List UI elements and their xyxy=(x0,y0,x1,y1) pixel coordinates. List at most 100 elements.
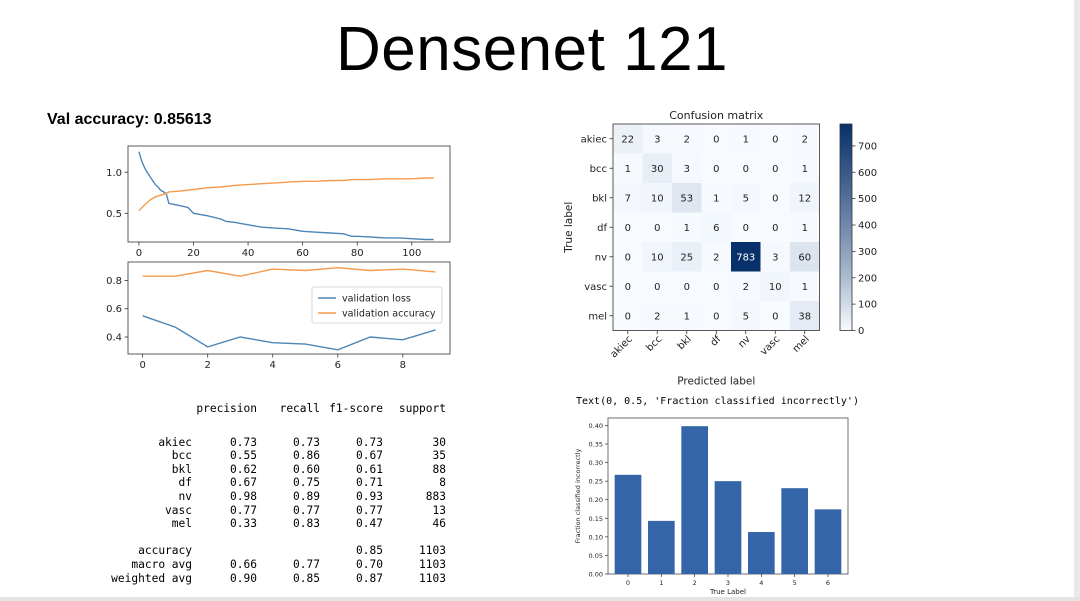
matrix-cell-value: 53 xyxy=(680,193,693,204)
report-cell: 0.61 xyxy=(356,462,383,476)
matrix-cell-value: 0 xyxy=(713,164,719,175)
chart-title: Confusion matrix xyxy=(669,109,764,122)
x-tick-label: 0 xyxy=(139,360,145,371)
y-tick-label: 0.00 xyxy=(589,571,603,579)
report-cell: 88 xyxy=(432,462,446,476)
colorbar-tick-label: 300 xyxy=(858,247,877,258)
matrix-cell-value: 1 xyxy=(743,134,749,145)
bar-3 xyxy=(714,481,742,574)
classification-report: precision recall f1-score support akiec 0… xyxy=(104,402,446,585)
x-tick-label: akiec xyxy=(608,334,634,360)
x-tick-label: 4 xyxy=(759,579,763,587)
report-cell: 46 xyxy=(432,517,446,531)
matrix-cell xyxy=(760,242,790,272)
report-spacer-row xyxy=(104,422,446,436)
legend-label: validation accuracy xyxy=(342,309,436,320)
y-tick-label: bcc xyxy=(590,164,607,175)
matrix-cell xyxy=(731,301,761,331)
report-header-cell: precision xyxy=(196,402,257,415)
report-row-label: bkl xyxy=(171,462,192,476)
x-axis-label: Predicted label xyxy=(677,376,755,388)
series-line-1 xyxy=(138,177,434,212)
report-row: vasc 0.77 0.77 0.77 13 xyxy=(104,504,446,518)
report-cell: 0.89 xyxy=(293,489,320,503)
matrix-cell xyxy=(701,153,731,183)
report-row-label: df xyxy=(178,476,192,490)
matrix-cell-value: 1 xyxy=(625,164,631,175)
report-cell: 1103 xyxy=(419,544,446,558)
y-tick-label: mel xyxy=(588,311,607,322)
report-cell: 0.86 xyxy=(293,449,320,463)
matrix-cell-value: 0 xyxy=(625,282,631,293)
report-cell: 13 xyxy=(432,503,446,517)
matrix-cell-value: 0 xyxy=(625,252,631,263)
bar-2 xyxy=(681,426,708,574)
matrix-cell xyxy=(672,212,702,242)
matrix-cell xyxy=(613,124,643,154)
y-tick-label: 0.6 xyxy=(106,304,122,315)
matrix-cell xyxy=(760,212,790,242)
report-row: akiec 0.73 0.73 0.73 30 xyxy=(104,436,446,450)
x-tick-label: 2 xyxy=(204,360,210,371)
matrix-cell xyxy=(672,301,702,331)
matrix-cell xyxy=(672,183,702,213)
matrix-cell xyxy=(613,242,643,272)
report-row: weighted avg 0.90 0.85 0.87 1103 xyxy=(104,572,446,586)
x-tick-label: 4 xyxy=(270,360,276,371)
report-cell: 0.60 xyxy=(293,462,320,476)
y-axis-label: True label xyxy=(563,202,575,254)
training-curves-chart: 0 20 40 60 80 100 0.5 1.0 xyxy=(106,145,451,259)
y-tick-label: vasc xyxy=(584,282,607,293)
report-row: bcc 0.55 0.86 0.67 35 xyxy=(104,449,446,463)
matrix-cell-value: 10 xyxy=(651,193,664,204)
y-tick-label: 0.05 xyxy=(589,552,603,560)
report-cell: 0.71 xyxy=(356,476,383,490)
matrix-cell-value: 1 xyxy=(802,223,808,234)
report-row-label: akiec xyxy=(158,435,192,449)
matrix-cell-value: 1 xyxy=(713,193,719,204)
matrix-cell xyxy=(642,153,672,183)
colorbar-tick-label: 400 xyxy=(858,221,877,232)
matrix-cell-value: 0 xyxy=(772,164,778,175)
matrix-cell xyxy=(701,271,731,301)
slide-right-edge xyxy=(1074,0,1080,601)
report-header-cell: recall xyxy=(279,402,320,415)
report-row-label: macro avg xyxy=(131,557,192,571)
matrix-cell xyxy=(613,153,643,183)
matrix-cell-value: 0 xyxy=(743,223,749,234)
matrix-cell xyxy=(790,271,820,301)
report-row-label: accuracy xyxy=(138,544,192,558)
report-cell: 0.66 xyxy=(230,557,257,571)
report-row: bkl 0.62 0.60 0.61 88 xyxy=(104,463,446,477)
matrix-cell-value: 30 xyxy=(651,164,664,175)
report-cell: 883 xyxy=(425,489,446,503)
y-tick-label: 0.40 xyxy=(589,422,603,430)
report-cell: 0.98 xyxy=(230,489,257,503)
report-row-label: bcc xyxy=(171,449,192,463)
report-cell: 0.87 xyxy=(356,571,383,585)
x-tick-label: 20 xyxy=(187,248,200,259)
report-cell: 0.73 xyxy=(230,435,257,449)
report-cell: 0.85 xyxy=(293,571,320,585)
y-tick-label: 0.5 xyxy=(106,209,122,220)
matrix-cell xyxy=(701,301,731,331)
matrix-cell xyxy=(613,271,643,301)
x-tick-label: 1 xyxy=(659,579,663,587)
matrix-cell-value: 1 xyxy=(684,223,690,234)
matrix-cell-value: 1 xyxy=(802,164,808,175)
legend: validation loss validation accuracy xyxy=(311,286,443,324)
matrix-cell-value: 3 xyxy=(684,164,690,175)
colorbar-tick-label: 100 xyxy=(858,300,877,311)
x-tick-label: 60 xyxy=(296,248,309,259)
matrix-cell xyxy=(731,153,761,183)
bar-0 xyxy=(614,474,642,574)
report-header-cell: support xyxy=(398,402,446,415)
x-tick-label: nv xyxy=(736,334,753,351)
report-cell: 0.77 xyxy=(230,503,257,517)
matrix-cell xyxy=(731,183,761,213)
x-tick-label: mel xyxy=(791,334,812,355)
y-tick-label: 0.8 xyxy=(106,276,122,287)
report-cell: 0.75 xyxy=(293,476,320,490)
colorbar-tick-label: 0 xyxy=(858,326,864,337)
y-tick-label: 0.10 xyxy=(589,533,603,541)
